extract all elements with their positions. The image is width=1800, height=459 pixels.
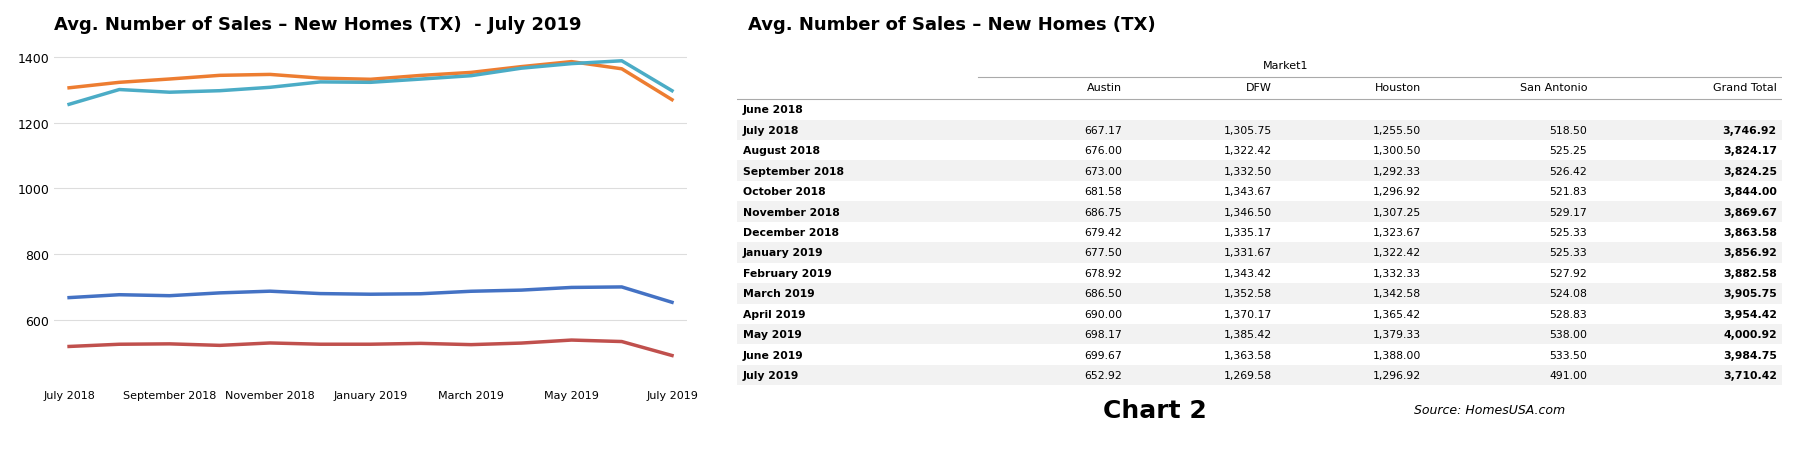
Text: September 2018: September 2018 [743,166,844,176]
Text: 538.00: 538.00 [1550,330,1588,340]
Text: January 2019: January 2019 [743,248,823,258]
Text: 652.92: 652.92 [1085,370,1123,381]
Text: April 2019: April 2019 [743,309,805,319]
Text: 1,343.42: 1,343.42 [1224,269,1273,278]
Text: August 2018: August 2018 [743,146,819,156]
Text: Austin: Austin [1087,83,1123,93]
Text: 518.50: 518.50 [1550,125,1588,135]
Text: 677.50: 677.50 [1085,248,1123,258]
Text: 1,305.75: 1,305.75 [1224,125,1273,135]
Text: 529.17: 529.17 [1550,207,1588,217]
Text: 3,984.75: 3,984.75 [1723,350,1777,360]
Text: 3,856.92: 3,856.92 [1723,248,1777,258]
Text: 3,869.67: 3,869.67 [1723,207,1777,217]
Text: 3,882.58: 3,882.58 [1723,269,1777,278]
Text: 699.67: 699.67 [1085,350,1123,360]
Text: 686.50: 686.50 [1085,289,1123,299]
Text: 678.92: 678.92 [1085,269,1123,278]
Text: Houston: Houston [1375,83,1420,93]
Text: 1,332.50: 1,332.50 [1224,166,1273,176]
Text: 528.83: 528.83 [1550,309,1588,319]
Text: Grand Total: Grand Total [1714,83,1777,93]
Text: Chart 2: Chart 2 [1103,397,1208,422]
Text: 3,824.17: 3,824.17 [1723,146,1777,156]
Text: 3,905.75: 3,905.75 [1723,289,1777,299]
Text: 526.42: 526.42 [1550,166,1588,176]
Text: 1,346.50: 1,346.50 [1224,207,1273,217]
Text: 1,332.33: 1,332.33 [1373,269,1420,278]
Text: March 2019: March 2019 [743,289,814,299]
Text: November 2018: November 2018 [743,207,839,217]
Text: 1,255.50: 1,255.50 [1373,125,1420,135]
Text: June 2019: June 2019 [743,350,803,360]
Text: 525.33: 525.33 [1550,248,1588,258]
Text: Source: HomesUSA.com: Source: HomesUSA.com [1415,403,1564,416]
Text: 679.42: 679.42 [1085,228,1123,237]
Text: 1,335.17: 1,335.17 [1224,228,1273,237]
Text: 4,000.92: 4,000.92 [1723,330,1777,340]
Text: 3,844.00: 3,844.00 [1723,187,1777,196]
Text: Market1: Market1 [1264,61,1309,70]
Text: 3,746.92: 3,746.92 [1723,125,1777,135]
Text: 525.25: 525.25 [1550,146,1588,156]
Text: 1,323.67: 1,323.67 [1373,228,1420,237]
Text: 686.75: 686.75 [1085,207,1123,217]
FancyBboxPatch shape [738,202,1782,222]
Text: 3,863.58: 3,863.58 [1723,228,1777,237]
Text: 491.00: 491.00 [1550,370,1588,381]
Text: 1,331.67: 1,331.67 [1224,248,1273,258]
Text: 1,388.00: 1,388.00 [1373,350,1420,360]
Text: DFW: DFW [1246,83,1273,93]
Text: 676.00: 676.00 [1084,146,1123,156]
Text: San Antonio: San Antonio [1519,83,1588,93]
Text: May 2019: May 2019 [743,330,801,340]
FancyBboxPatch shape [738,243,1782,263]
Text: 698.17: 698.17 [1085,330,1123,340]
Text: 527.92: 527.92 [1550,269,1588,278]
Text: 667.17: 667.17 [1085,125,1123,135]
FancyBboxPatch shape [738,365,1782,386]
Text: 681.58: 681.58 [1085,187,1123,196]
Text: Avg. Number of Sales – New Homes (TX): Avg. Number of Sales – New Homes (TX) [747,16,1156,34]
Text: July 2019: July 2019 [743,370,799,381]
Text: December 2018: December 2018 [743,228,839,237]
Text: 3,824.25: 3,824.25 [1723,166,1777,176]
FancyBboxPatch shape [738,284,1782,304]
Text: 1,379.33: 1,379.33 [1373,330,1420,340]
Text: 1,363.58: 1,363.58 [1224,350,1273,360]
Text: October 2018: October 2018 [743,187,824,196]
Text: 690.00: 690.00 [1084,309,1123,319]
Text: 1,365.42: 1,365.42 [1373,309,1420,319]
Text: 521.83: 521.83 [1550,187,1588,196]
Text: 1,322.42: 1,322.42 [1224,146,1273,156]
Text: 1,352.58: 1,352.58 [1224,289,1273,299]
Text: June 2018: June 2018 [743,105,803,115]
Text: 1,296.92: 1,296.92 [1373,187,1420,196]
Text: 533.50: 533.50 [1550,350,1588,360]
Text: July 2018: July 2018 [743,125,799,135]
Text: 1,322.42: 1,322.42 [1373,248,1420,258]
Text: 525.33: 525.33 [1550,228,1588,237]
Text: 1,307.25: 1,307.25 [1373,207,1420,217]
Text: 524.08: 524.08 [1550,289,1588,299]
FancyBboxPatch shape [738,120,1782,140]
Text: 1,269.58: 1,269.58 [1224,370,1273,381]
Text: 1,370.17: 1,370.17 [1224,309,1273,319]
Text: 1,342.58: 1,342.58 [1373,289,1420,299]
Text: February 2019: February 2019 [743,269,832,278]
Text: 673.00: 673.00 [1084,166,1123,176]
FancyBboxPatch shape [738,161,1782,181]
Text: 3,710.42: 3,710.42 [1723,370,1777,381]
Text: 1,296.92: 1,296.92 [1373,370,1420,381]
Text: Avg. Number of Sales – New Homes (TX)  - July 2019: Avg. Number of Sales – New Homes (TX) - … [54,16,581,34]
FancyBboxPatch shape [738,325,1782,345]
Text: 1,292.33: 1,292.33 [1373,166,1420,176]
Text: 3,954.42: 3,954.42 [1723,309,1777,319]
Text: 1,300.50: 1,300.50 [1372,146,1420,156]
Text: 1,385.42: 1,385.42 [1224,330,1273,340]
Text: 1,343.67: 1,343.67 [1224,187,1273,196]
